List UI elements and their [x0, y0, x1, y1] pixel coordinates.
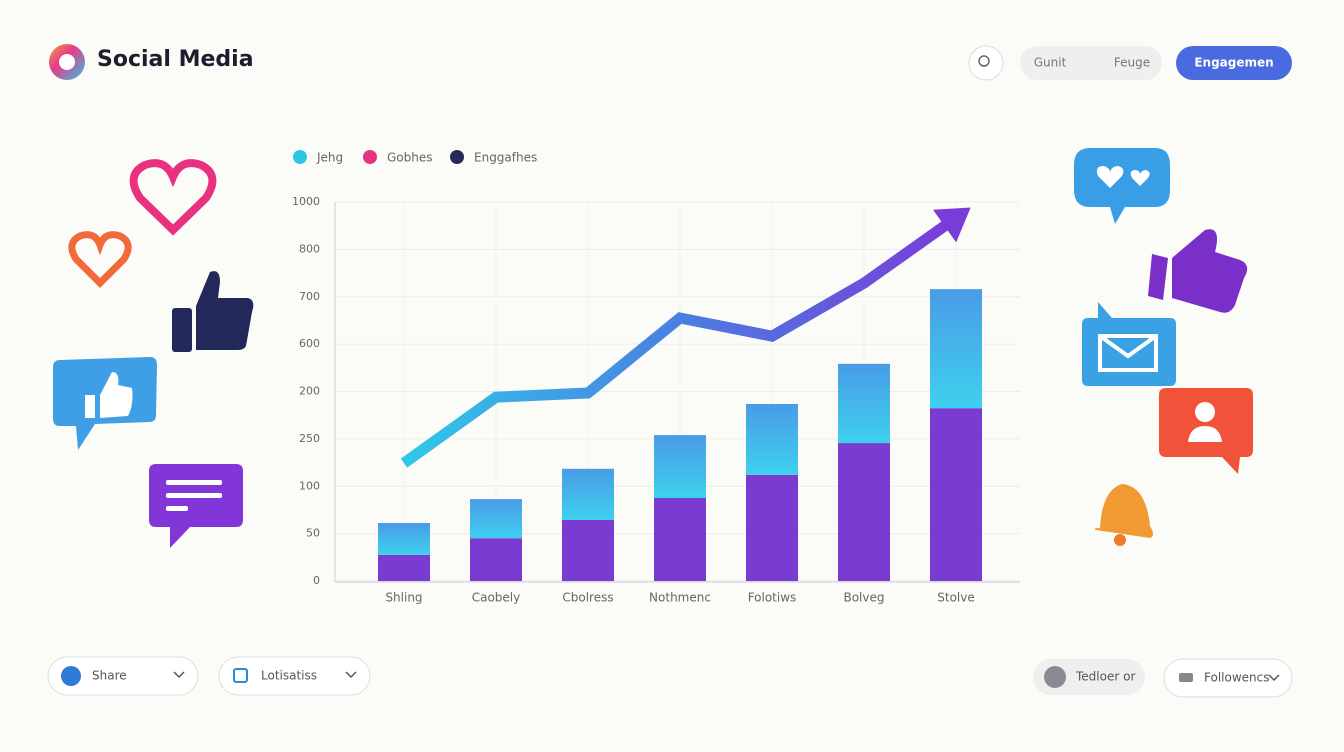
trend-arrowhead	[933, 207, 971, 243]
x-tick-label: Stolve	[937, 591, 974, 605]
chevron	[1268, 674, 1280, 682]
bell-clapper	[1114, 534, 1126, 546]
chart: 0 50 100 250 200 600 700 800 1000 Jehg Gobhes Engga…	[292, 150, 1020, 605]
y-tick-label: 600	[299, 337, 320, 350]
button-label: Tedloer or	[1075, 670, 1135, 684]
dropdown-label: Followencs	[1204, 671, 1269, 685]
bar-segment	[746, 404, 798, 475]
profile-body	[1188, 426, 1222, 442]
chevron	[345, 671, 357, 679]
like-glyph	[85, 372, 133, 418]
x-tick-label: Nothmenc	[649, 591, 711, 605]
bar-segment	[378, 523, 430, 555]
y-tick-label: 0	[313, 574, 320, 587]
list-icon	[233, 668, 248, 683]
share-dropdown[interactable]	[47, 656, 199, 696]
envelope-flap	[1098, 334, 1158, 359]
bar-segment	[930, 289, 982, 409]
trend-line	[400, 213, 960, 468]
bar-segment	[654, 497, 706, 581]
legend-swatch	[363, 150, 377, 164]
tab-group	[1020, 46, 1162, 80]
bar-segment	[838, 363, 890, 444]
like-icon	[1148, 229, 1248, 313]
bell-icon	[1094, 484, 1153, 538]
search-icon	[978, 55, 990, 67]
message-line	[166, 493, 222, 498]
user-icon	[1044, 666, 1066, 688]
logo-hole	[59, 54, 75, 70]
search-button[interactable]	[968, 45, 1004, 81]
x-tick-label: Cbolress	[562, 591, 613, 605]
x-tick-label: Shling	[385, 591, 422, 605]
share-icon	[61, 666, 81, 686]
bar-segment	[654, 435, 706, 498]
bar-segment	[838, 443, 890, 581]
x-tick-label: Caobely	[472, 591, 521, 605]
legend-label: Gobhes	[387, 151, 433, 165]
chat-hearts-icon	[1074, 148, 1170, 224]
like-icon	[172, 308, 192, 352]
y-tick-label: 250	[299, 432, 320, 445]
heart-glyph	[1130, 170, 1150, 186]
like-icon	[196, 271, 254, 350]
mail-icon	[1082, 302, 1176, 386]
button-label: Engagemen	[1194, 56, 1273, 70]
y-tick-label: 700	[299, 290, 320, 303]
followers-dropdown[interactable]	[1163, 658, 1293, 698]
legend-label: Enggafhes	[474, 151, 537, 165]
app-title: Social Media	[97, 47, 254, 72]
profile-head	[1195, 402, 1215, 422]
bar-segment	[746, 474, 798, 581]
bar-segment	[562, 519, 614, 581]
tab[interactable]: Feuge	[1114, 56, 1150, 70]
tab[interactable]: Gunit	[1034, 56, 1067, 70]
list-dropdown[interactable]	[218, 656, 371, 696]
followers-icon	[1179, 673, 1193, 682]
bar-segment	[562, 468, 614, 520]
heart-icon	[129, 159, 217, 236]
heart-icon	[68, 231, 132, 288]
x-tick-label: Bolveg	[843, 591, 884, 605]
y-tick-label: 800	[299, 242, 320, 255]
bar-segment	[470, 499, 522, 539]
heart-glyph	[1096, 166, 1124, 188]
y-tick-label: 200	[299, 385, 320, 398]
x-tick-label: Folotiws	[748, 591, 797, 605]
y-tick-label: 1000	[292, 195, 320, 208]
bar-segment	[378, 554, 430, 581]
message-line	[166, 506, 188, 511]
y-tick-label: 100	[299, 479, 320, 492]
y-tick-label: 50	[306, 527, 320, 540]
legend-swatch	[293, 150, 307, 164]
bar-segment	[930, 408, 982, 581]
envelope	[1098, 334, 1158, 372]
engagement-button[interactable]	[1176, 46, 1292, 80]
dropdown-label: Lotisatiss	[261, 669, 317, 683]
chevron	[173, 671, 185, 679]
message-line	[166, 480, 222, 485]
legend-label: Jehg	[316, 151, 343, 165]
legend-swatch	[450, 150, 464, 164]
bar-segment	[470, 538, 522, 581]
dropdown-label: Share	[92, 669, 127, 683]
